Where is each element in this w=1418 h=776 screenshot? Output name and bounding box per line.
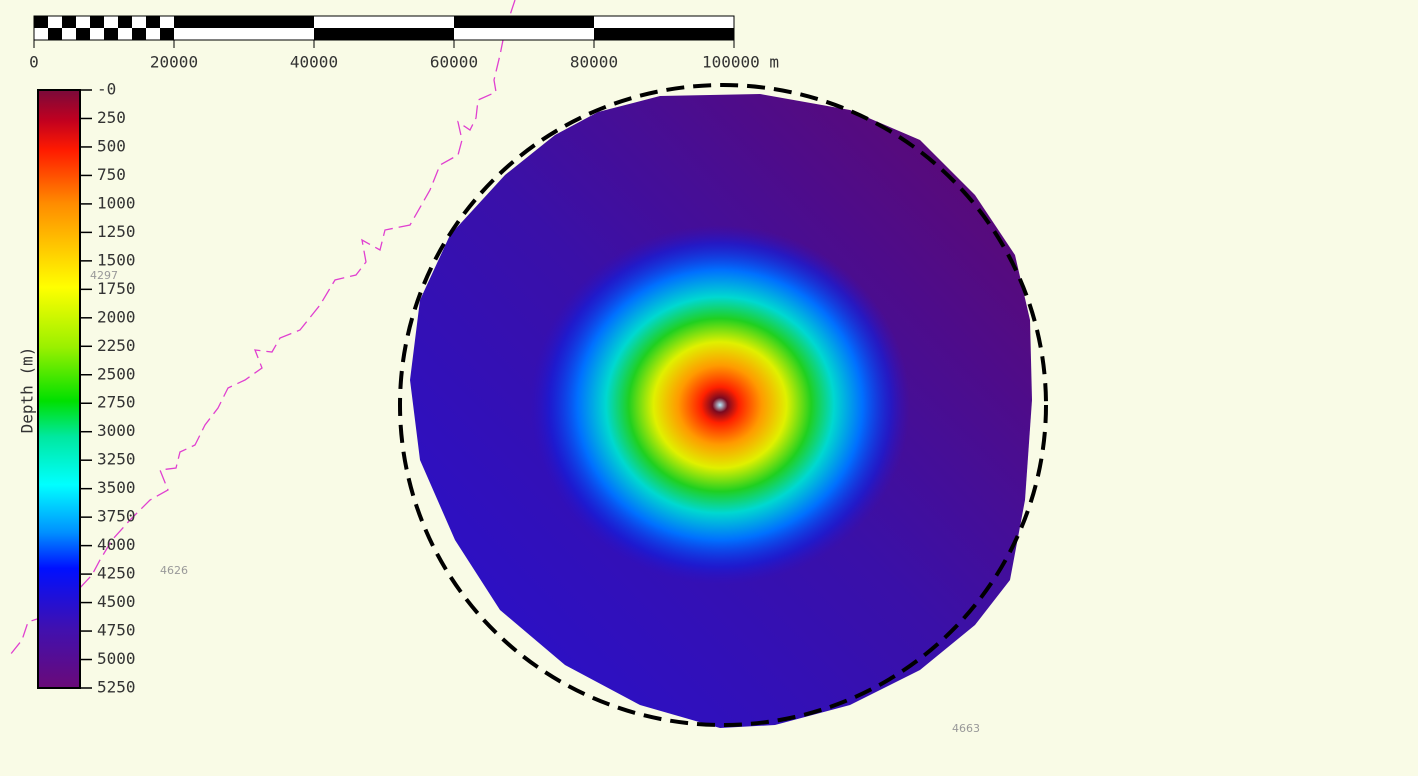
scale-label: 60000 [430, 53, 478, 72]
colorbar-tick-label: 5000 [97, 649, 136, 668]
scale-segment [314, 28, 454, 40]
scale-segment [594, 28, 734, 40]
colorbar-tick-label: 3250 [97, 450, 136, 469]
scale-segment [132, 28, 146, 40]
colorbar-tick-label: 3000 [97, 421, 136, 440]
scale-segment [62, 16, 76, 28]
colorbar-tick-label: 750 [97, 165, 126, 184]
scale-segment [146, 16, 160, 28]
scale-segment [104, 28, 118, 40]
contour-label: 4663 [952, 722, 980, 735]
colorbar-tick-label: 4000 [97, 535, 136, 554]
scale-segment [48, 28, 62, 40]
map-view: 020000400006000080000100000 m Depth (m) … [0, 0, 1418, 776]
scale-label: 0 [29, 53, 39, 72]
colorbar-tick-label: 2250 [97, 336, 136, 355]
colorbar-label: Depth (m) [18, 347, 37, 434]
colorbar-tick-label: 3500 [97, 478, 136, 497]
colorbar [38, 90, 80, 688]
colorbar-tick-label: 2500 [97, 364, 136, 383]
colorbar-tick-label: -0 [97, 80, 116, 99]
scale-segment [90, 16, 104, 28]
scale-segment [76, 28, 90, 40]
colorbar-tick-label: 1250 [97, 222, 136, 241]
scale-label: 40000 [290, 53, 338, 72]
scale-segment [118, 16, 132, 28]
colorbar-tick-label: 1750 [97, 279, 136, 298]
colorbar-tick-label: 4750 [97, 621, 136, 640]
scale-label: 80000 [570, 53, 618, 72]
scale-label: 100000 m [702, 53, 779, 72]
colorbar-tick-label: 4250 [97, 564, 136, 583]
colorbar-tick-label: 3750 [97, 507, 136, 526]
colorbar-tick-label: 5250 [97, 678, 136, 697]
scale-segment [160, 28, 174, 40]
colorbar-tick-label: 2750 [97, 393, 136, 412]
colorbar-tick-label: 250 [97, 108, 126, 127]
colorbar-tick-label: 500 [97, 136, 126, 155]
seamount [530, 225, 910, 585]
scale-bar: 0 20000 40000 60000 80000 100000 m [29, 16, 779, 72]
scale-label: 20000 [150, 53, 198, 72]
colorbar-tick-label: 4500 [97, 592, 136, 611]
colorbar-tick-label: 2000 [97, 307, 136, 326]
scale-segment [174, 16, 314, 28]
scale-segment [34, 16, 48, 28]
colorbar-tick-label: 1000 [97, 193, 136, 212]
colorbar-tick-label: 1500 [97, 250, 136, 269]
contour-label: 4626 [160, 564, 188, 577]
scale-segment [454, 16, 594, 28]
